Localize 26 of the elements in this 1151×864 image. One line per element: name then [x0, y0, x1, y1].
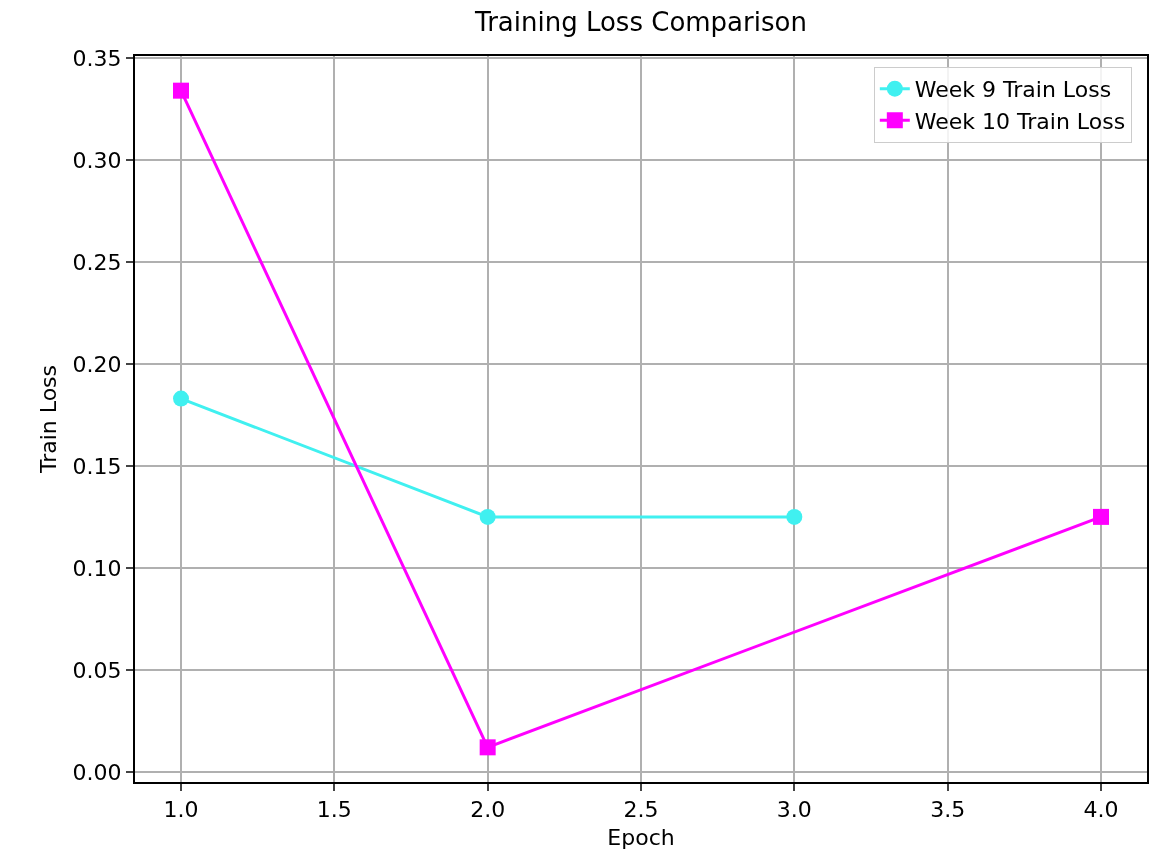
point: [479, 508, 496, 525]
x-tick-label: 4.0: [1083, 797, 1119, 823]
x-axis-title: Epoch: [607, 824, 675, 850]
y-tick-label: 0.35: [72, 45, 122, 71]
x-tick-label: 2.5: [623, 797, 659, 823]
point: [479, 739, 496, 756]
point: [786, 508, 803, 525]
chart-title: Training Loss Comparison: [474, 7, 807, 38]
y-tick-label: 0.00: [72, 759, 122, 785]
x-tick-label: 3.0: [776, 797, 812, 823]
legend-label: Week 10 Train Loss: [914, 108, 1126, 134]
x-tick-label: 2.0: [470, 797, 506, 823]
y-tick-label: 0.25: [72, 249, 122, 275]
y-tick-label: 0.20: [72, 351, 122, 377]
y-axis-title: Train Loss: [35, 364, 61, 475]
y-tick-label: 0.05: [72, 657, 122, 683]
point: [173, 82, 189, 99]
x-tick-label: 3.5: [930, 797, 966, 823]
point: [1093, 508, 1109, 525]
legend-label: Week 9 Train Loss: [914, 77, 1112, 103]
y-tick-label: 0.30: [72, 147, 122, 173]
y-tick-label: 0.10: [72, 555, 122, 581]
x-tick-label: 1.5: [316, 797, 352, 823]
x-tick-label: 1.0: [163, 797, 199, 823]
y-tick-label: 0.15: [72, 453, 122, 479]
point: [173, 390, 189, 407]
